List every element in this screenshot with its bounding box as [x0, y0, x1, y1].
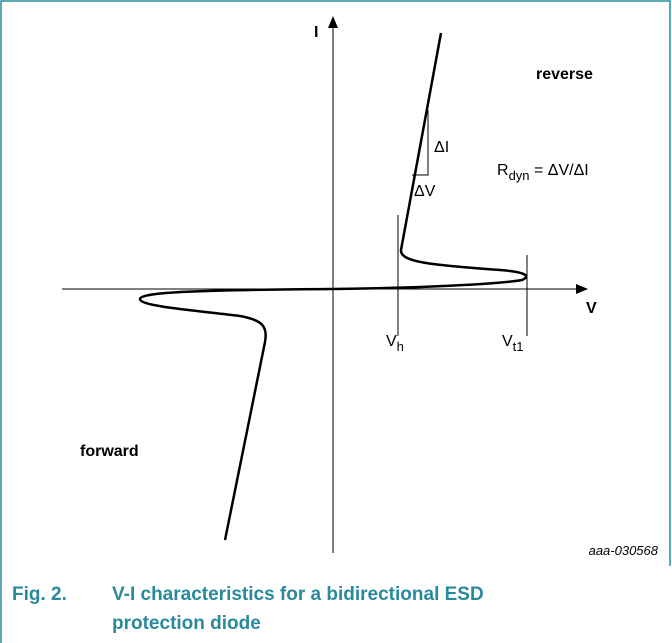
i-arrow [328, 16, 338, 28]
figure-code: aaa-030568 [589, 543, 659, 558]
v-arrow [576, 284, 588, 294]
vh-sub: h [397, 339, 404, 354]
delta-v: ΔV [414, 183, 436, 200]
vt1-label: Vt1 [502, 333, 524, 354]
vt1-main: V [502, 333, 513, 350]
rdyn-main: R [497, 162, 509, 179]
slope-triangle [412, 110, 429, 176]
caption-line1: V-I characteristics for a bidirectional … [112, 584, 484, 605]
caption-number: Fig. 2. [12, 584, 67, 605]
v-label: V [586, 300, 597, 317]
forward-label: forward [80, 443, 139, 460]
vi-curve [138, 32, 528, 541]
rdyn-rest: = ΔV/ΔI [530, 162, 589, 179]
vt1-sub: t1 [513, 339, 524, 354]
vh-label: Vh [386, 333, 404, 354]
vh-main: V [386, 333, 397, 350]
reverse-label: reverse [536, 66, 593, 83]
rdyn-sub: dyn [509, 168, 530, 183]
delta-i: ΔI [434, 139, 449, 156]
i-label: I [314, 24, 318, 41]
caption-line2: protection diode [112, 613, 261, 634]
rdyn: Rdyn = ΔV/ΔI [497, 162, 589, 183]
